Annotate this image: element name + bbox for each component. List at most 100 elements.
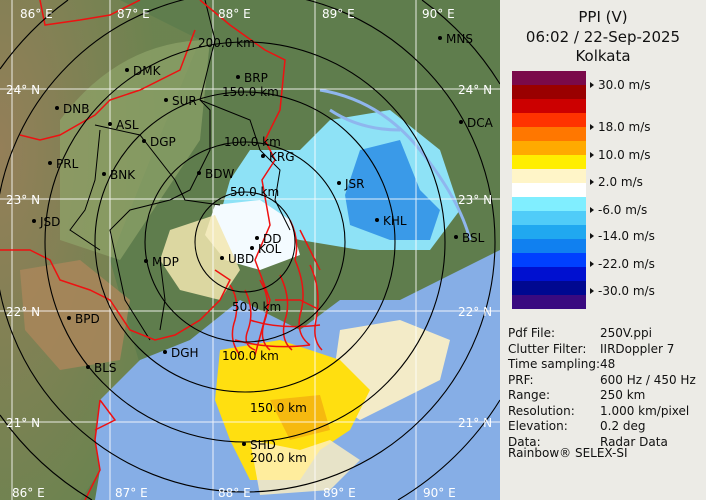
color-band [512,295,586,309]
color-band [512,113,586,127]
range-label-150-north: 150.0 km [222,85,279,99]
grid-labels: 86° E 87° E 88° E 89° E 90° E 86° E 87° … [6,7,492,500]
city-label: BNK [110,168,136,182]
color-band [512,197,586,211]
info-label: Time sampling: [508,357,601,371]
legend-tick: 30.0 m/s [590,78,651,92]
svg-text:21° N: 21° N [458,416,492,430]
color-band [512,267,586,281]
color-band [512,99,586,113]
legend-tick: -14.0 m/s [590,229,655,243]
legend-tick: -6.0 m/s [590,203,647,217]
city-label: BPD [75,312,100,326]
svg-text:86° E: 86° E [20,7,53,21]
info-row: Pdf File: 250V.ppi [508,326,652,341]
range-rings [0,0,500,500]
info-row: Clutter Filter: IIRDoppler 7 [508,342,674,357]
city-dot [144,259,148,263]
svg-text:87° E: 87° E [117,7,150,21]
city-label: BSL [462,231,485,245]
legend-tick: 18.0 m/s [590,120,651,134]
svg-text:88° E: 88° E [218,7,251,21]
city-dot [255,236,259,240]
city-markers: DMK BRP SUR DNB ASL DGP KRG PRL BNK BDW JSR KHL JSD D… [32,32,494,452]
city-label: PRL [56,157,79,171]
city-label: BRP [244,71,268,85]
radar-site: Kolkata [575,47,631,65]
info-row: PRF: 600 Hz / 450 Hz [508,372,696,388]
city-dot [454,235,458,239]
info-value: 1.000 km/pixel [600,403,690,418]
color-band [512,141,586,155]
city-dot [48,161,52,165]
info-value: 250V.ppi [600,326,652,340]
range-label-100-north: 100.0 km [224,135,281,149]
color-band [512,71,586,85]
legend-tick: 2.0 m/s [590,175,643,189]
svg-text:24° N: 24° N [458,83,492,97]
color-band [512,183,586,197]
svg-text:90° E: 90° E [422,7,455,21]
svg-text:88° E: 88° E [218,486,251,500]
city-dot [459,120,463,124]
svg-text:89° E: 89° E [322,7,355,21]
info-value: 600 Hz / 450 Hz [600,372,696,387]
info-value: IIRDoppler 7 [600,341,675,356]
svg-text:23° N: 23° N [6,193,40,207]
info-label: PRF: [508,372,534,387]
color-band [512,239,586,253]
city-dot [164,98,168,102]
city-dot [242,442,246,446]
city-label: BLS [94,361,117,375]
info-row: Resolution: 1.000 km/pixel [508,403,689,419]
legend-tick: -30.0 m/s [590,284,655,298]
info-label: Elevation: [508,419,568,433]
city-label: MNS [446,32,473,46]
product-title: PPI (V) [578,8,628,26]
svg-text:21° N: 21° N [6,416,40,430]
city-label: SHD [250,438,276,452]
borders [0,0,286,500]
city-dot [86,365,90,369]
city-label: SUR [172,94,197,108]
city-label: BDW [205,167,234,181]
city-label: KOL [258,242,282,256]
city-dot [250,246,254,250]
city-dot [163,350,167,354]
info-label: Pdf File: [508,326,556,340]
city-dot [55,106,59,110]
range-label-200-south: 200.0 km [250,451,307,465]
range-label-50-south: 50.0 km [232,300,281,314]
svg-text:86° E: 86° E [12,486,45,500]
river [319,88,472,241]
svg-text:90° E: 90° E [423,486,456,500]
scan-datetime: 06:02 / 22-Sep-2025 [525,28,681,46]
color-band [512,169,586,183]
info-value: 250 km [600,388,646,402]
legend-panel: PPI (V) 06:02 / 22-Sep-2025 Kolkata 30.0… [500,0,706,500]
city-dot [375,218,379,222]
svg-text:22° N: 22° N [6,305,40,319]
city-dot [125,68,129,72]
info-value: 0.2 deg [600,419,646,433]
svg-text:89° E: 89° E [323,486,356,500]
city-label: ASL [116,118,139,132]
city-label: DD [263,232,281,246]
city-label: KHL [383,214,407,228]
city-dot [67,316,71,320]
city-dot [108,122,112,126]
city-label: DGP [150,135,176,149]
range-label-100-south: 100.0 km [222,349,279,363]
city-label: DMK [133,64,162,78]
info-row: Time sampling: 48 [508,357,615,372]
city-label: DGH [171,346,199,360]
info-label: Resolution: [508,403,575,418]
color-band [512,85,586,99]
svg-text:87° E: 87° E [115,486,148,500]
city-dot [261,154,265,158]
svg-text:22° N: 22° N [458,305,492,319]
color-band [512,127,586,141]
city-dot [438,36,442,40]
city-label: DNB [63,102,89,116]
city-label: UBD [228,252,254,266]
